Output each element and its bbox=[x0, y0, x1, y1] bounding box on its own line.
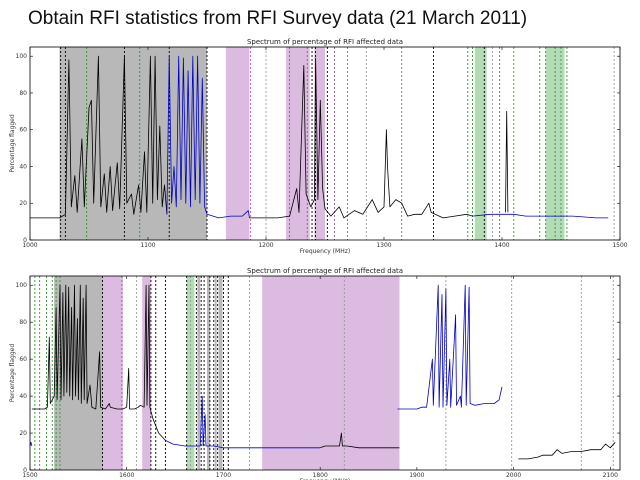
chart2-band-purple bbox=[262, 276, 400, 470]
chart1-series-1-black bbox=[30, 55, 168, 219]
chart2-y-tick-label: 20 bbox=[19, 430, 27, 437]
chart1-axes-frame bbox=[29, 46, 621, 241]
chart2-series-6-black bbox=[518, 442, 616, 460]
chart1-x-tick-label: 1500 bbox=[612, 242, 627, 249]
chart2-band-gray bbox=[214, 276, 217, 470]
chart1-y-tick-label: 40 bbox=[19, 163, 27, 170]
chart1-x-axis-label: Frequency (MHz) bbox=[300, 248, 350, 255]
chart2-x-tick-label: 1600 bbox=[119, 472, 134, 479]
chart2-series-3-blue bbox=[165, 395, 321, 449]
chart2-band-gray bbox=[218, 276, 223, 470]
chart1-series-3-black bbox=[249, 57, 473, 219]
chart1-band-green bbox=[474, 47, 487, 240]
chart1-series-5-black bbox=[505, 110, 509, 213]
chart1-x-tick-label: 1400 bbox=[494, 242, 509, 249]
chart2-series-5-blue bbox=[397, 284, 503, 410]
chart2-x-tick-label: 1900 bbox=[409, 472, 424, 479]
chart2-x-tick-label: 1700 bbox=[216, 472, 231, 479]
chart1-band-purple bbox=[314, 47, 325, 240]
chart1-y-tick-label: 80 bbox=[19, 90, 27, 97]
chart2-x-tick-label: 2000 bbox=[506, 472, 521, 479]
chart1-x-tick-label: 1100 bbox=[140, 242, 155, 249]
chart1-x-tick-label: 1200 bbox=[258, 242, 273, 249]
chart1-x-tick-label: 1000 bbox=[22, 242, 37, 249]
chart1-x-tick-label: 1300 bbox=[376, 242, 391, 249]
chart2-y-tick-label: 60 bbox=[19, 356, 27, 363]
chart2-y-axis-label: Percentage flagged bbox=[9, 344, 16, 402]
chart2-y-tick-label: 100 bbox=[16, 282, 28, 289]
chart2-axes-frame bbox=[29, 275, 621, 471]
chart2-band-purple bbox=[102, 276, 123, 470]
chart1-band-purple bbox=[225, 47, 250, 240]
chart2-y-tick-label: 0 bbox=[23, 467, 27, 474]
chart2-series-4-black bbox=[320, 432, 400, 449]
chart1-y-tick-label: 20 bbox=[19, 200, 27, 207]
chart2-series-2-black bbox=[31, 284, 166, 441]
chart2-x-tick-label: 1500 bbox=[22, 472, 37, 479]
chart1-y-tick-label: 0 bbox=[23, 237, 27, 244]
chart2-title: Spectrum of percentage of RFI affected d… bbox=[247, 267, 403, 275]
chart1-y-axis-label: Percentage flagged bbox=[9, 114, 16, 172]
chart2-x-tick-label: 1800 bbox=[313, 472, 328, 479]
chart2-band-gray bbox=[197, 276, 201, 470]
chart2-x-tick-label: 2100 bbox=[603, 472, 618, 479]
chart2-y-tick-label: 80 bbox=[19, 319, 27, 326]
chart2-y-tick-label: 40 bbox=[19, 393, 27, 400]
chart2-x-axis-label: Frequency (MHz) bbox=[300, 478, 350, 480]
chart1-series-2-blue bbox=[166, 55, 250, 219]
chart1-band-purple bbox=[286, 47, 310, 240]
chart1-y-tick-label: 100 bbox=[16, 53, 28, 60]
chart1-y-tick-label: 60 bbox=[19, 127, 27, 134]
chart1-title: Spectrum of percentage of RFI affected d… bbox=[247, 38, 403, 46]
chart2-band-gray bbox=[207, 276, 210, 470]
page-title: Obtain RFI statistics from RFI Survey da… bbox=[28, 8, 528, 29]
chart1-series-4-blue bbox=[472, 213, 609, 219]
